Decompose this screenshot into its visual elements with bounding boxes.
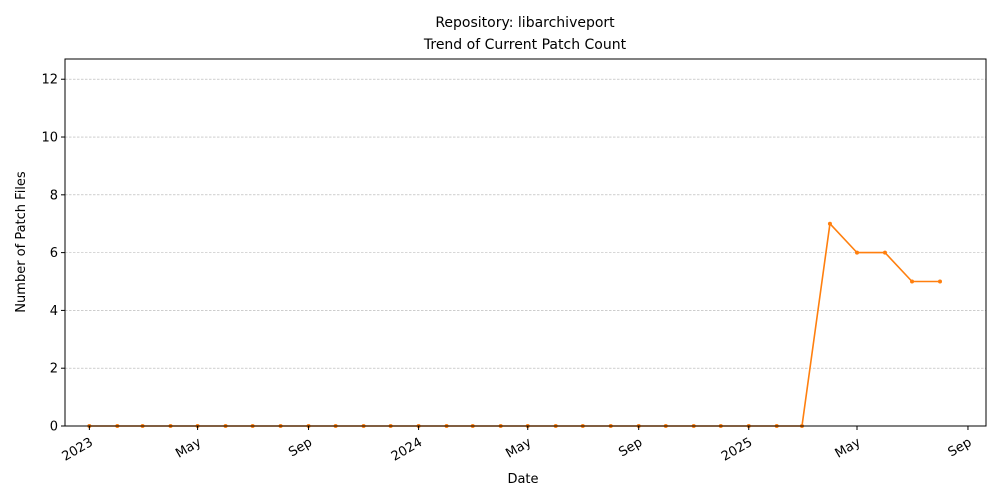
y-tick-label: 4 <box>50 304 58 319</box>
y-axis-label: Number of Patch Files <box>14 171 29 313</box>
data-point <box>855 250 860 255</box>
y-tick-label: 6 <box>50 246 58 261</box>
data-point <box>937 279 942 284</box>
gridlines <box>65 78 986 369</box>
data-point <box>827 221 832 226</box>
y-tick-label: 2 <box>50 362 58 377</box>
y-tick-label: 12 <box>41 73 58 88</box>
data-point <box>910 279 915 284</box>
y-tick-label: 8 <box>50 188 58 203</box>
y-tick-label: 0 <box>50 420 58 435</box>
x-axis-label: Date <box>507 472 538 487</box>
chart-title: Repository: libarchiveport <box>435 15 615 31</box>
y-tick-label: 10 <box>41 131 58 146</box>
plot-frame <box>64 58 987 427</box>
chart-subtitle: Trend of Current Patch Count <box>423 37 627 53</box>
data-point <box>882 250 887 255</box>
